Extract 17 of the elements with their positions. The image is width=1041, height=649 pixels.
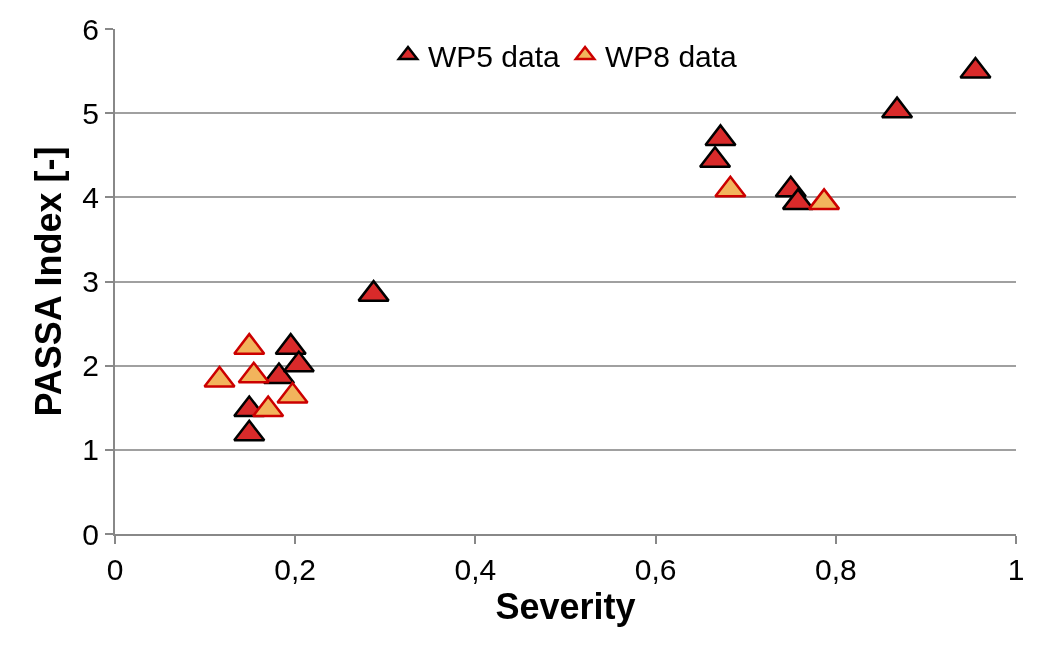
legend-label: WP8 data	[605, 39, 738, 73]
y-tick-label: 1	[82, 433, 99, 467]
legend-label: WP5 data	[428, 39, 561, 73]
y-tick-label: 6	[82, 12, 99, 46]
x-tick-label: 1	[1007, 553, 1025, 586]
x-tick-label: 0,6	[634, 553, 677, 586]
y-tick-label: 0	[82, 517, 99, 551]
y-tick-label: 3	[82, 265, 99, 298]
x-tick-label: 0	[106, 553, 124, 586]
x-tick-label: 0,2	[274, 553, 317, 586]
y-tick-label: 2	[82, 349, 99, 383]
y-axis-title: PASSA Index [-]	[27, 146, 69, 417]
x-tick-label: 0,8	[814, 553, 857, 586]
x-tick-label: 0,4	[454, 553, 497, 586]
y-tick-label: 4	[82, 180, 99, 214]
x-axis-title: Severity	[495, 586, 636, 627]
y-tick-label: 5	[82, 96, 99, 130]
